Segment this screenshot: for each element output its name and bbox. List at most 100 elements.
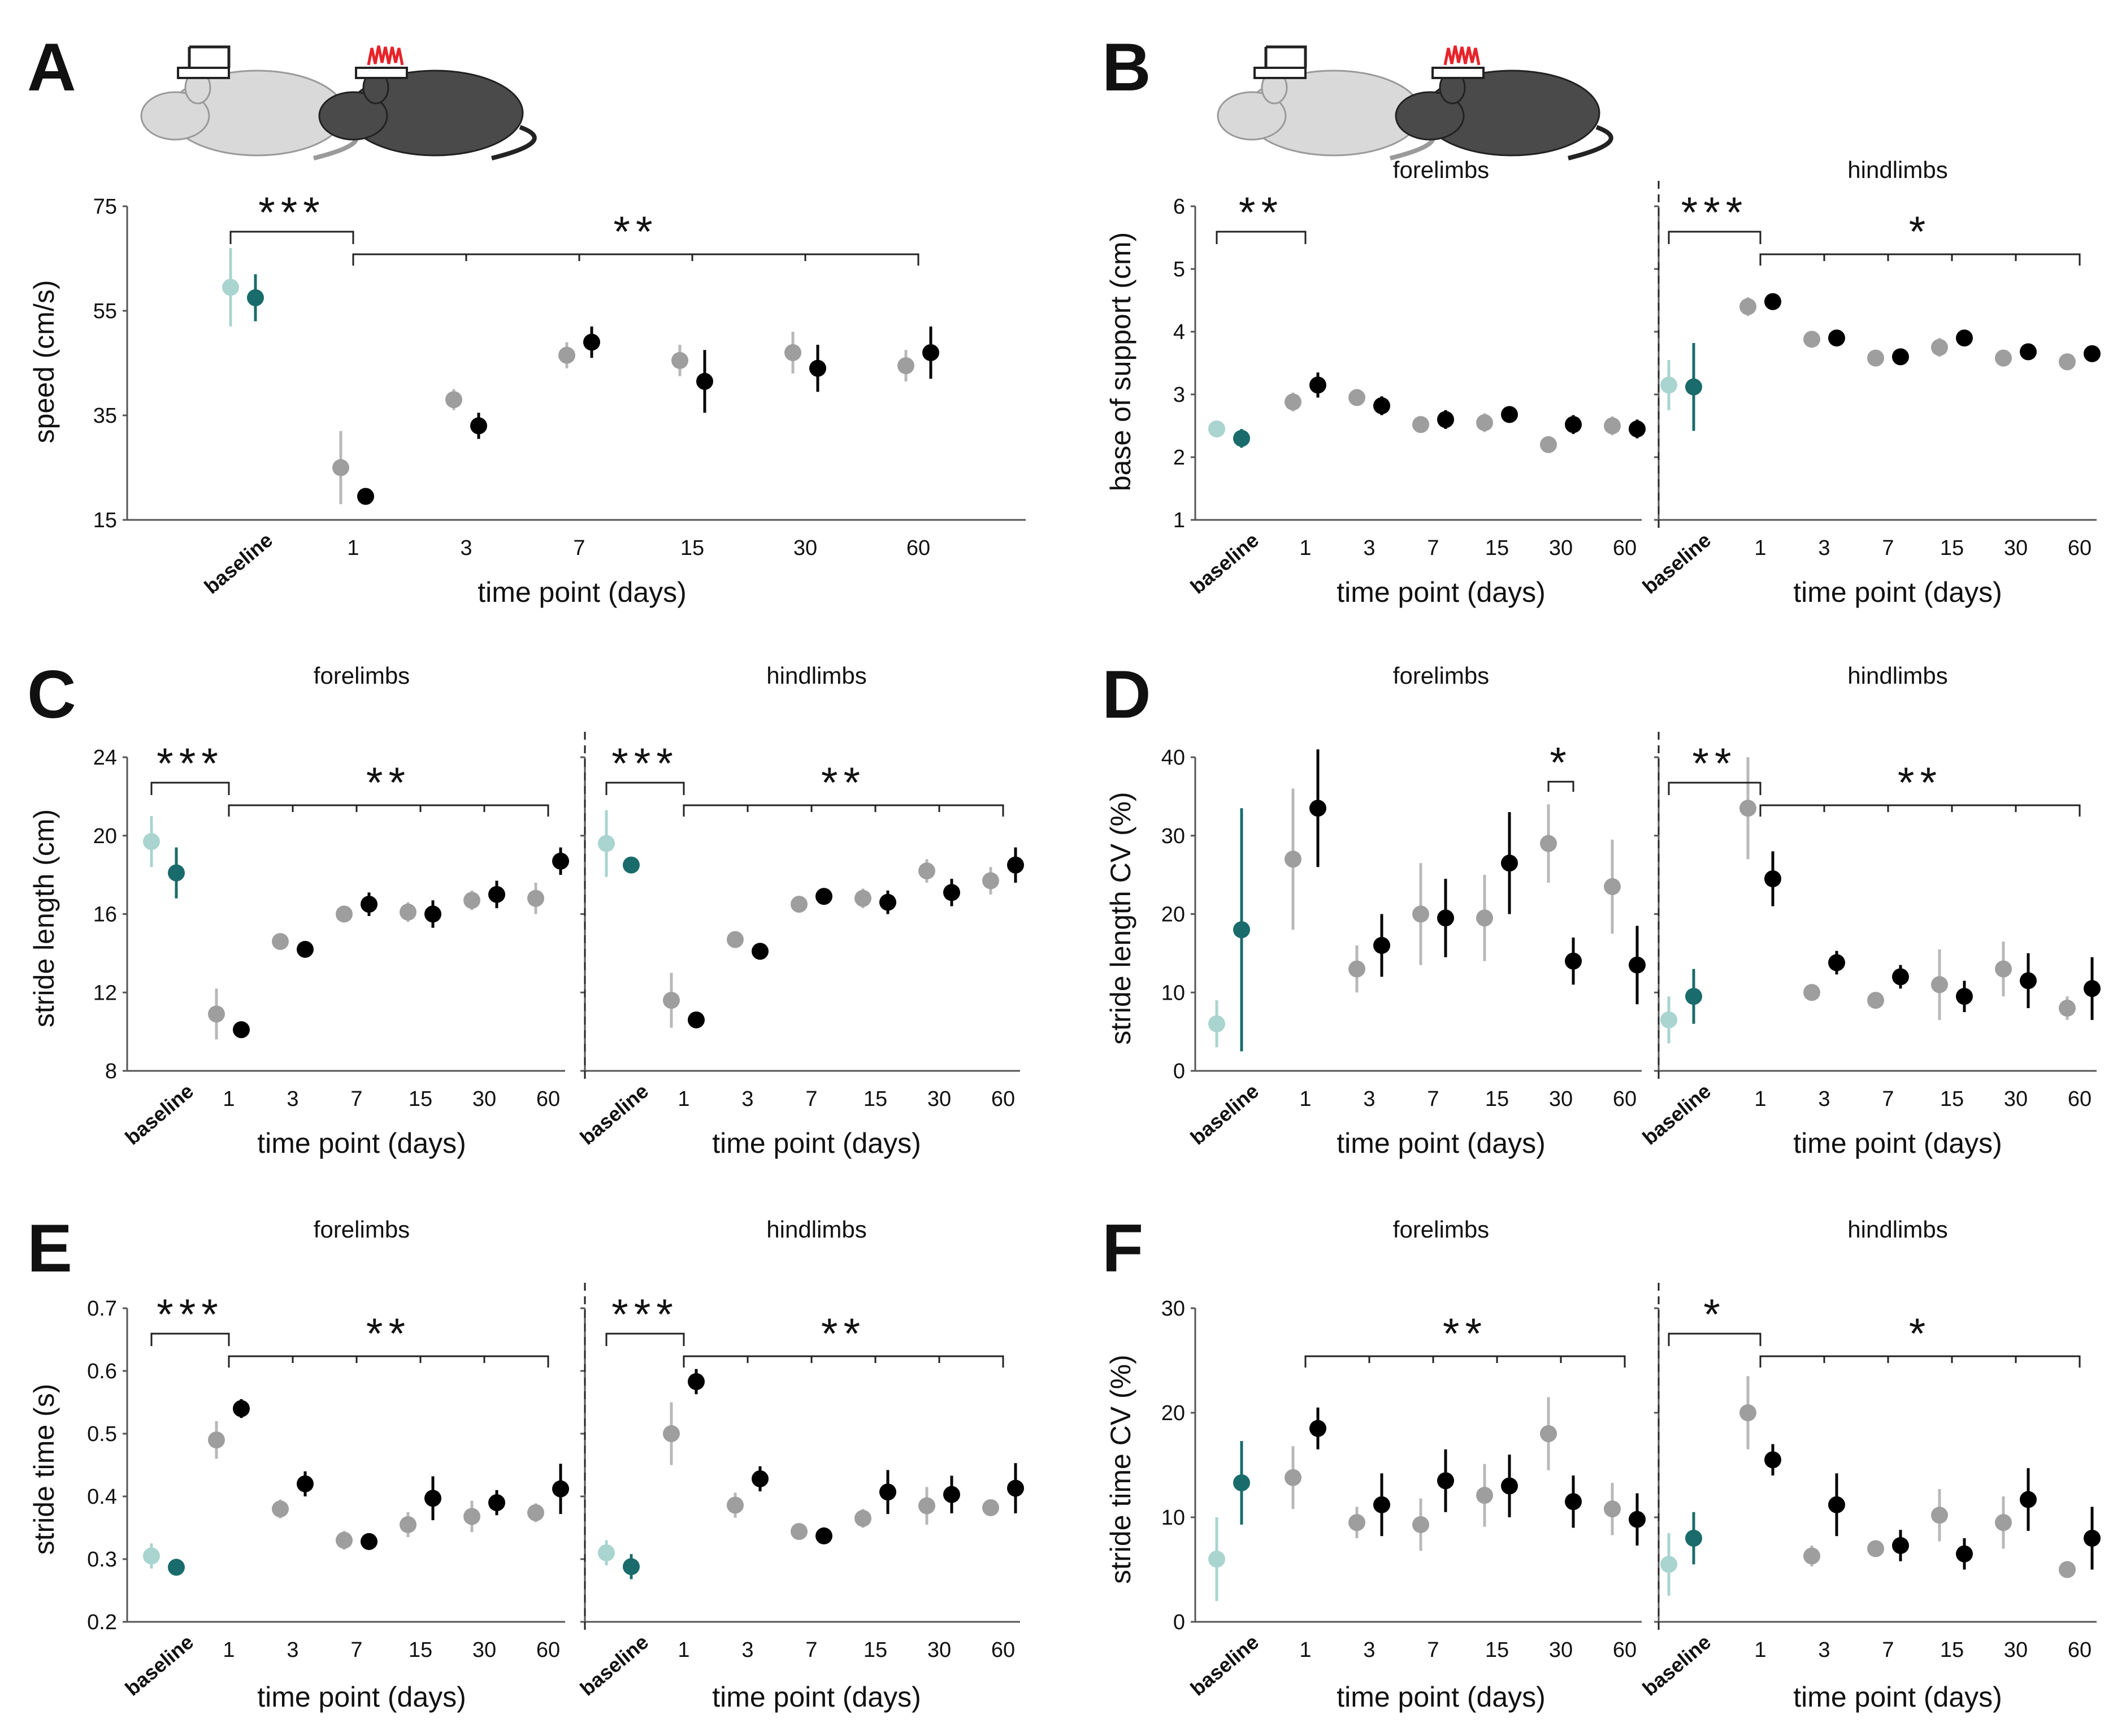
- y-tick-label: 20: [1161, 903, 1185, 927]
- x-tick-label-baseline: baseline: [1638, 1079, 1715, 1149]
- x-tick-label: 15: [1940, 536, 1964, 560]
- x-axis-label: time point (days): [478, 576, 687, 608]
- x-axis-label: time point (days): [1337, 576, 1546, 608]
- data-point-sham: [1803, 331, 1820, 348]
- x-tick-label: 7: [350, 1638, 362, 1662]
- data-point-tbi: [696, 372, 713, 390]
- panel-letter-f: F: [1102, 1210, 1143, 1286]
- x-tick-label-baseline: baseline: [120, 1630, 198, 1700]
- x-tick-label: 3: [741, 1638, 753, 1662]
- data-point-sham: [558, 346, 575, 364]
- significance-bracket: [1668, 231, 1761, 244]
- y-tick-label: 35: [93, 404, 117, 428]
- data-point-sham: [1285, 393, 1301, 411]
- y-tick-label: 0.6: [87, 1360, 117, 1383]
- data-point-tbi: [1956, 329, 1973, 347]
- data-point-tbi: [1629, 420, 1646, 438]
- data-point-tbi: [2084, 1530, 2101, 1547]
- data-point-sham: [208, 1431, 225, 1449]
- x-tick-label: 15: [864, 1638, 887, 1662]
- data-point-sham: [1867, 349, 1884, 367]
- data-point-tbi: [488, 886, 505, 903]
- data-point-tbi: [752, 943, 769, 960]
- significance-bracket: [352, 253, 919, 266]
- data-point-tbi: [1007, 1479, 1024, 1497]
- data-point-tbi: [1309, 800, 1326, 817]
- x-tick-label: 60: [536, 1638, 560, 1662]
- y-tick-label: 0: [1173, 1060, 1185, 1083]
- significance-label: ***: [611, 1291, 679, 1339]
- y-tick-label: 10: [1161, 981, 1185, 1005]
- x-tick-label: 15: [409, 1087, 432, 1111]
- data-point-sham: [982, 1499, 999, 1516]
- mouse-sham-icon: [1217, 45, 1435, 160]
- significance-label: *: [1909, 208, 1932, 256]
- x-tick-label: 15: [680, 536, 704, 560]
- data-point-tbi: [2084, 345, 2101, 362]
- data-point-tbi: [357, 488, 374, 505]
- x-tick-label-baseline: baseline: [1186, 1630, 1263, 1700]
- y-tick-label: 8: [105, 1060, 117, 1083]
- data-point-sham: [1604, 878, 1621, 895]
- x-axis-label: time point (days): [712, 1681, 921, 1713]
- data-point-baseline-tbi: [623, 856, 640, 874]
- x-tick-label: 3: [460, 536, 472, 560]
- data-point-baseline-tbi: [623, 1558, 640, 1576]
- data-point-tbi: [1565, 1493, 1582, 1511]
- data-point-baseline-sham: [598, 835, 615, 852]
- x-tick-label: 15: [1485, 1087, 1509, 1111]
- data-point-sham: [1348, 1514, 1365, 1531]
- data-point-baseline-tbi: [1685, 378, 1702, 396]
- y-tick-label: 0.5: [87, 1422, 117, 1446]
- x-axis-label: time point (days): [257, 1127, 466, 1159]
- x-axis-label: time point (days): [1337, 1127, 1546, 1159]
- data-point-sham: [918, 1497, 935, 1514]
- significance-bracket: [1759, 804, 2081, 817]
- x-tick-label: 1: [1299, 1638, 1311, 1662]
- panel-letter-b: B: [1102, 29, 1151, 105]
- data-point-sham: [784, 344, 801, 361]
- x-tick-label: 3: [1818, 1087, 1830, 1111]
- significance-bracket: [1547, 780, 1574, 792]
- significance-bracket: [683, 804, 1004, 817]
- data-point-tbi: [1892, 1537, 1909, 1554]
- subplot-title-forelimbs: forelimbs: [1393, 157, 1489, 183]
- y-tick-label: 1: [1173, 509, 1185, 532]
- x-tick-label: 7: [350, 1087, 362, 1111]
- y-axis-label: stride time (s): [28, 1384, 60, 1555]
- x-tick-label-baseline: baseline: [199, 528, 277, 598]
- x-tick-label: 60: [991, 1638, 1015, 1662]
- data-point-tbi: [1892, 968, 1909, 986]
- data-point-tbi: [297, 940, 314, 958]
- data-point-tbi: [1956, 1545, 1973, 1563]
- data-point-sham: [663, 1425, 680, 1442]
- y-tick-label: 4: [1173, 320, 1185, 344]
- x-tick-label: 3: [1818, 1638, 1830, 1662]
- x-tick-label: 3: [1363, 536, 1375, 560]
- x-tick-label: 7: [573, 536, 585, 560]
- data-point-tbi: [809, 359, 826, 377]
- x-tick-label: 60: [536, 1087, 560, 1111]
- data-point-tbi: [1764, 870, 1781, 888]
- data-point-sham: [336, 1531, 353, 1549]
- x-tick-label-baseline: baseline: [575, 1079, 653, 1149]
- data-point-tbi: [2020, 343, 2037, 361]
- data-point-tbi: [1437, 1472, 1454, 1490]
- x-tick-label-baseline: baseline: [120, 1079, 198, 1149]
- data-point-baseline-tbi: [1685, 988, 1702, 1005]
- data-point-tbi: [1629, 1511, 1646, 1528]
- significance-label: **: [366, 759, 411, 807]
- significance-bracket: [1216, 231, 1307, 244]
- data-point-tbi: [1565, 952, 1582, 970]
- data-point-tbi: [1309, 1420, 1326, 1437]
- x-tick-label: 30: [927, 1087, 951, 1111]
- y-tick-label: 40: [1161, 746, 1185, 770]
- x-tick-label: 30: [1549, 536, 1573, 560]
- data-point-tbi: [1892, 348, 1909, 366]
- x-tick-label: 15: [1940, 1087, 1964, 1111]
- x-tick-label: 30: [1549, 1638, 1573, 1662]
- y-tick-label: 0.3: [87, 1548, 117, 1572]
- x-tick-label: 30: [2004, 536, 2028, 560]
- data-point-sham: [791, 1523, 808, 1540]
- data-point-tbi: [688, 1011, 705, 1028]
